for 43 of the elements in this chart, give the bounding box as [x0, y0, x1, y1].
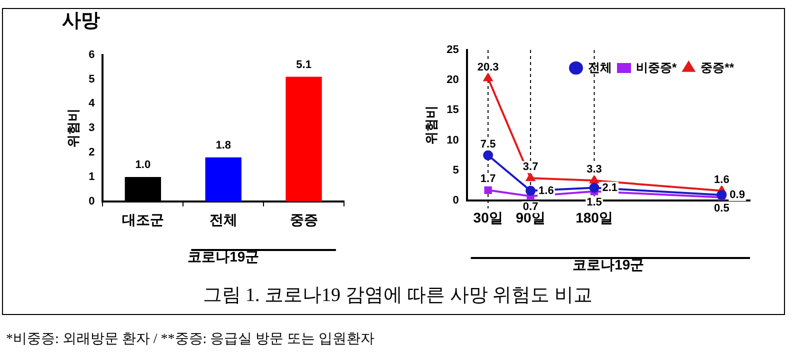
data-label: 0.5	[714, 202, 730, 214]
y-tick-label: 5	[452, 164, 459, 176]
y-tick-label: 2	[88, 146, 95, 159]
y-tick-label: 6	[88, 48, 95, 61]
y-tick-label: 0	[452, 194, 459, 206]
data-label: 1.6	[714, 174, 730, 186]
caption: 그림 1. 코로나19 감염에 따른 사망 위험도 비교	[202, 284, 594, 308]
data-label: 3.7	[522, 161, 538, 174]
x-tick-label: 30일	[473, 210, 503, 226]
legend-label: 전체	[588, 60, 612, 74]
data-label: 5.1	[296, 58, 312, 71]
y-tick-label: 3	[88, 122, 95, 134]
data-label: 1.8	[216, 139, 232, 152]
data-label: 3.3	[586, 164, 602, 176]
x-tick-label: 전체	[209, 212, 238, 228]
y-tick-label: 15	[446, 104, 459, 116]
data-label: 1.0	[135, 159, 151, 171]
x-axis-title: 코로나19군	[188, 248, 260, 264]
y-tick-label: 10	[446, 134, 459, 146]
y-tick-label: 1	[88, 171, 95, 183]
data-label: 7.5	[480, 138, 496, 150]
text: *비중증: 외래방문 환자 / **중증: 응급실 방문 또는 입원환자	[6, 331, 375, 348]
y-tick-label: 5	[88, 73, 95, 86]
x-tick-label: 대조군	[122, 212, 164, 228]
data-label: 0.9	[730, 189, 745, 202]
x-axis-title: 코로나19군	[572, 256, 644, 272]
legend-label: 중증**	[700, 60, 734, 74]
x-tick-label: 180일	[576, 210, 613, 226]
y-tick-label: 0	[88, 195, 95, 208]
data-label: 20.3	[477, 61, 499, 74]
y-tick-label: 20	[446, 74, 459, 86]
y-axis-title: 위험비	[65, 108, 80, 148]
legend-label: 비중증*	[636, 60, 677, 74]
data-label: 1.7	[480, 173, 496, 186]
data-label: 2.1	[602, 182, 618, 194]
y-tick-label: 4	[88, 98, 96, 110]
y-axis-title: 위험비	[423, 106, 438, 145]
data-label: 1.6	[538, 184, 554, 197]
data-label: 0.7	[522, 201, 538, 214]
y-tick-label: 25	[446, 44, 459, 56]
data-label: 1.5	[586, 196, 602, 208]
chart-title: 사망	[62, 10, 100, 32]
x-tick-label: 중증	[290, 212, 318, 228]
